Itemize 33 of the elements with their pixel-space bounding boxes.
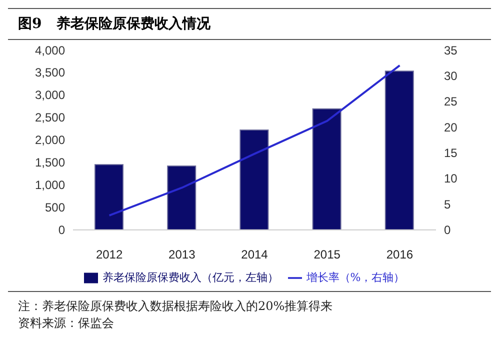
x-tick-label: 2012 (96, 247, 123, 262)
y2-tick-label: 25 (444, 94, 458, 109)
x-tick-label: 2015 (314, 247, 341, 262)
y-tick-label: 3,000 (34, 88, 66, 102)
y2-tick-label: 35 (444, 43, 458, 58)
y-tick-label: 2,000 (34, 133, 66, 148)
x-tick-label: 2013 (168, 247, 196, 262)
y2-tick-label: 30 (444, 68, 458, 83)
y2-tick-label: 15 (444, 146, 458, 160)
y-tick-label: 0 (58, 223, 66, 238)
x-tick-label: 2014 (241, 247, 268, 262)
y-tick-label: 4,000 (34, 43, 66, 58)
text: 注：养老保险原保费收入数据根据寿险收入的20%推算得来 (18, 298, 334, 315)
legend-label: 增长率（%，右轴） (306, 270, 405, 284)
y2-tick-label: 5 (444, 197, 451, 212)
y2-tick-label: 0 (444, 223, 451, 238)
bar (312, 108, 342, 230)
y-tick-label: 1,000 (34, 178, 66, 192)
x-tick-label: 2016 (386, 247, 414, 262)
y2-tick-label: 10 (444, 172, 458, 186)
bar (167, 166, 196, 230)
line-series (108, 64, 401, 216)
y-tick-label: 2,500 (34, 110, 66, 125)
bar (94, 164, 124, 230)
y-tick-label: 500 (44, 200, 66, 215)
text: 资料来源：保监会 (18, 315, 115, 332)
legend-label: 养老保险原保费收入（亿元，左轴） (102, 270, 278, 284)
y-tick-label: 3,500 (34, 66, 66, 80)
bar (240, 130, 269, 230)
bar (384, 70, 414, 230)
chart-title: 图9 养老保险原保费收入情况 (8, 8, 491, 40)
y-tick-label: 1,500 (34, 156, 66, 170)
y2-tick-label: 20 (444, 120, 458, 134)
